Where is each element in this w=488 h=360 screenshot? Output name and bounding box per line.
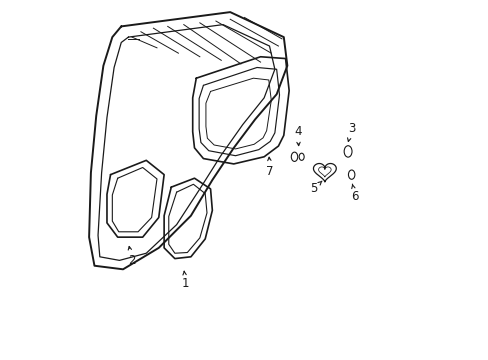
Text: 6: 6 [351,184,358,203]
Ellipse shape [348,170,354,179]
Text: 5: 5 [309,181,321,195]
Text: 1: 1 [182,271,189,290]
Text: 7: 7 [266,157,273,177]
Text: 4: 4 [294,125,301,145]
Ellipse shape [344,146,351,157]
Ellipse shape [291,152,297,161]
Text: 2: 2 [128,247,136,267]
Text: 3: 3 [347,122,355,141]
Ellipse shape [299,153,304,160]
